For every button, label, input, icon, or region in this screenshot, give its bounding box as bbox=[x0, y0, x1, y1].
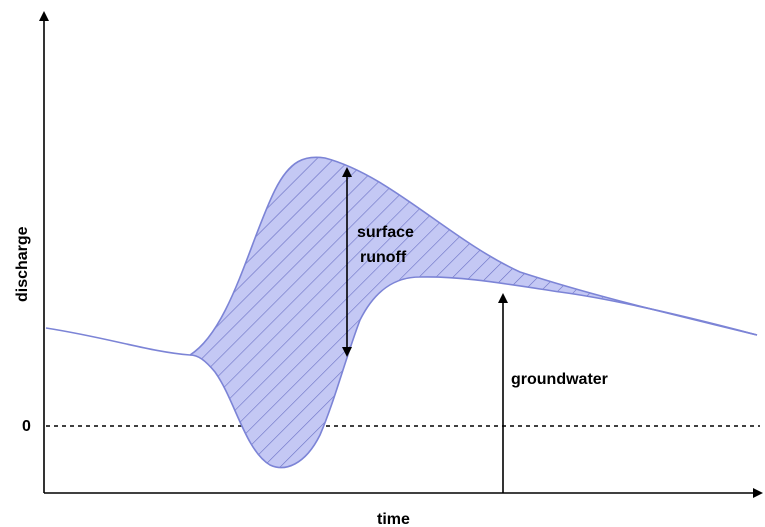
groundwater-label: groundwater bbox=[511, 371, 608, 388]
surface-runoff-label-line2: runoff bbox=[360, 249, 407, 266]
surface-runoff-label-line1: surface bbox=[357, 224, 414, 241]
surface-runoff-hatch bbox=[190, 157, 757, 468]
total-discharge-curve bbox=[45, 156, 758, 356]
zero-label: 0 bbox=[22, 418, 31, 435]
y-axis-label: discharge bbox=[14, 226, 31, 302]
groundwater-curve bbox=[189, 276, 758, 469]
x-axis-label: time bbox=[377, 511, 410, 527]
